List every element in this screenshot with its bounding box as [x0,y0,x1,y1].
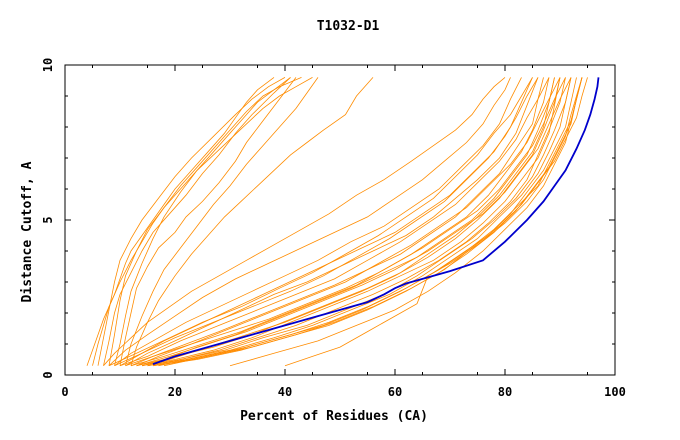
model-curve-34 [229,77,583,367]
x-tick-label: 0 [61,385,68,399]
model-curve-33 [284,77,583,367]
model-curve-20 [147,77,566,367]
x-tick-label: 40 [278,385,292,399]
model-curve-22 [147,77,572,367]
plot-frame [64,64,616,376]
model-curve-19 [141,77,561,367]
x-tick-label: 80 [498,385,512,399]
model-curve-10 [103,77,506,366]
model-curve-15 [130,77,544,367]
model-curve-28 [119,77,550,367]
model-curve-7 [119,77,297,366]
model-curve-1 [86,77,275,366]
y-tick-label: 5 [41,216,55,223]
model-curve-30 [108,77,533,367]
x-axis-label: Percent of Residues (CA) [240,409,428,424]
series-layer [86,77,588,367]
model-curve-6 [114,77,291,366]
model-curve-4 [103,77,291,366]
highlight-layer [152,77,600,365]
highlight-curve [152,77,600,365]
model-curve-8 [125,77,319,366]
chart-title: T1032-D1 [317,19,380,34]
model-curve-11 [108,77,511,366]
model-curve-3 [97,77,286,366]
model-curve-12 [114,77,522,367]
model-curve-2 [92,77,313,366]
model-curve-24 [152,77,583,367]
model-curve-5 [108,77,302,366]
model-curve-18 [141,77,561,367]
model-curve-32 [163,77,588,367]
model-curve-25 [136,77,572,367]
y-tick-label: 0 [41,371,55,378]
model-curve-31 [158,77,583,367]
model-curve-14 [125,77,539,367]
y-axis: 0 5 10 [41,58,615,379]
x-tick-label: 20 [168,385,182,399]
model-curve-29 [114,77,539,367]
x-axis: 0 20 40 60 80 100 [61,65,626,399]
model-curve-16 [136,77,550,367]
y-axis-label: Distance Cutoff, A [20,161,35,302]
x-tick-label: 60 [388,385,402,399]
model-curve-9 [130,77,374,366]
model-curve-27 [125,77,561,367]
model-curve-13 [119,77,533,367]
model-curve-21 [147,77,572,367]
x-tick-label: 100 [604,385,626,399]
plot-area [64,64,616,376]
y-tick-label: 10 [41,58,55,72]
model-curve-26 [130,77,566,367]
